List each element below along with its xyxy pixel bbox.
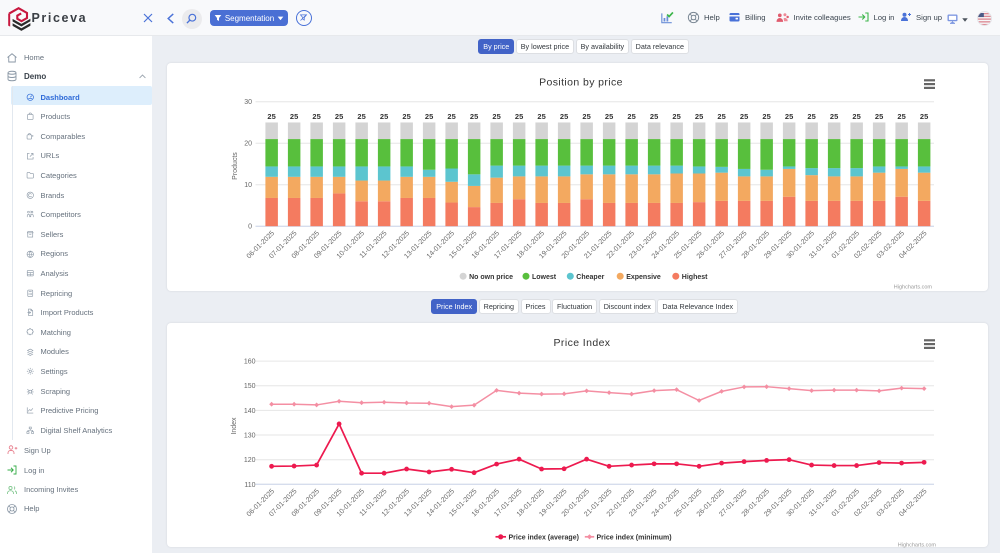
svg-text:25: 25 bbox=[425, 112, 433, 121]
svg-text:150: 150 bbox=[244, 383, 256, 390]
svg-text:Price index (average): Price index (average) bbox=[509, 534, 579, 541]
svg-text:25: 25 bbox=[807, 112, 815, 121]
svg-text:120: 120 bbox=[244, 457, 256, 464]
svg-text:25: 25 bbox=[830, 112, 838, 121]
svg-text:160: 160 bbox=[244, 359, 256, 366]
svg-text:25: 25 bbox=[402, 112, 410, 121]
svg-text:10: 10 bbox=[244, 182, 252, 189]
svg-text:25: 25 bbox=[762, 112, 770, 121]
svg-text:25: 25 bbox=[897, 112, 905, 121]
svg-text:25: 25 bbox=[920, 112, 928, 121]
svg-text:25: 25 bbox=[875, 112, 883, 121]
svg-text:25: 25 bbox=[380, 112, 388, 121]
svg-text:20: 20 bbox=[244, 141, 252, 148]
svg-text:25: 25 bbox=[672, 112, 680, 121]
svg-text:Expensive: Expensive bbox=[626, 274, 661, 281]
svg-text:25: 25 bbox=[447, 112, 455, 121]
svg-text:25: 25 bbox=[267, 112, 275, 121]
svg-text:Products: Products bbox=[232, 152, 239, 180]
svg-text:25: 25 bbox=[740, 112, 748, 121]
svg-text:25: 25 bbox=[650, 112, 658, 121]
svg-text:25: 25 bbox=[537, 112, 545, 121]
svg-text:25: 25 bbox=[290, 112, 298, 121]
svg-text:Index: Index bbox=[231, 417, 238, 435]
svg-text:25: 25 bbox=[515, 112, 523, 121]
svg-text:25: 25 bbox=[695, 112, 703, 121]
svg-text:25: 25 bbox=[717, 112, 725, 121]
svg-text:25: 25 bbox=[357, 112, 365, 121]
svg-text:Price Index: Price Index bbox=[554, 337, 611, 349]
svg-text:Position by price: Position by price bbox=[539, 77, 623, 89]
svg-text:25: 25 bbox=[335, 112, 343, 121]
svg-text:25: 25 bbox=[560, 112, 568, 121]
svg-text:25: 25 bbox=[492, 112, 500, 121]
svg-text:25: 25 bbox=[312, 112, 320, 121]
svg-text:Cheaper: Cheaper bbox=[576, 274, 604, 281]
svg-text:110: 110 bbox=[244, 482, 255, 489]
svg-text:25: 25 bbox=[605, 112, 613, 121]
svg-text:Price index (minimum): Price index (minimum) bbox=[597, 534, 672, 541]
svg-text:Lowest: Lowest bbox=[532, 274, 557, 281]
svg-text:30: 30 bbox=[244, 99, 252, 106]
svg-text:140: 140 bbox=[244, 408, 256, 415]
svg-text:Highcharts.com: Highcharts.com bbox=[894, 285, 933, 291]
svg-text:Highcharts.com: Highcharts.com bbox=[898, 543, 937, 549]
svg-text:25: 25 bbox=[470, 112, 478, 121]
svg-text:25: 25 bbox=[785, 112, 793, 121]
svg-text:Highest: Highest bbox=[682, 274, 708, 281]
svg-text:25: 25 bbox=[582, 112, 590, 121]
svg-text:No own price: No own price bbox=[469, 274, 513, 281]
svg-text:0: 0 bbox=[248, 224, 252, 231]
svg-text:25: 25 bbox=[627, 112, 635, 121]
svg-text:130: 130 bbox=[244, 433, 256, 440]
svg-text:25: 25 bbox=[852, 112, 860, 121]
